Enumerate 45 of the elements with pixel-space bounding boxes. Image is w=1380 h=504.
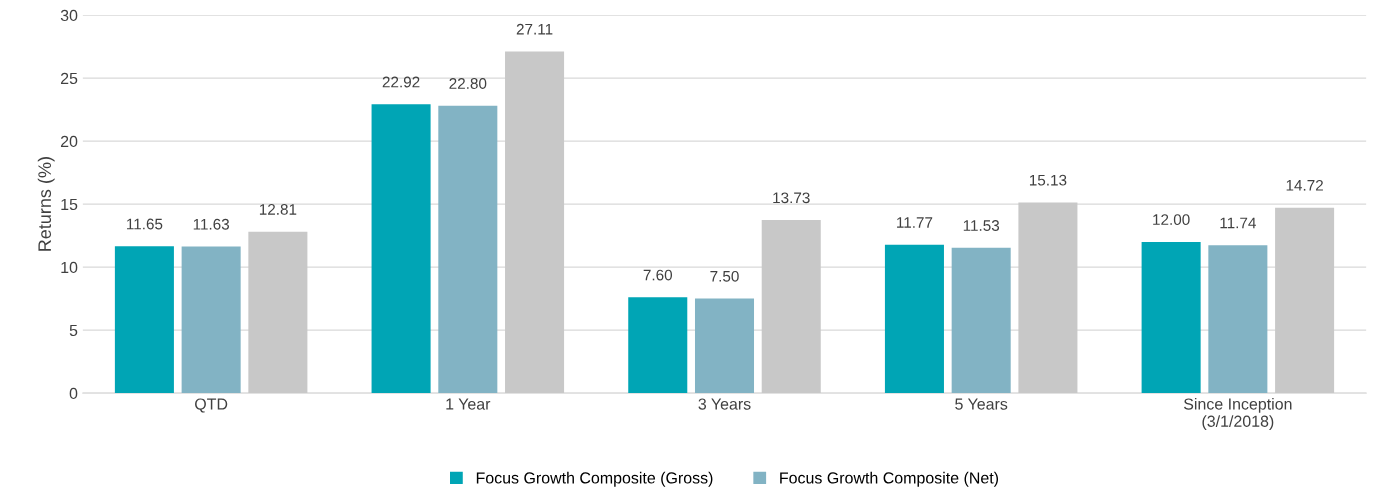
x-tick-label: 5 Years (955, 398, 1008, 410)
bar (761, 220, 821, 394)
data-label: 14.72 (1286, 179, 1323, 191)
bar (884, 244, 944, 394)
bar (628, 297, 688, 394)
bar (951, 247, 1011, 394)
data-label: 11.65 (127, 218, 163, 230)
y-tick-label: 15 (61, 198, 78, 211)
x-tick-label: 1 Year (446, 398, 491, 410)
data-label: 11.53 (963, 220, 1000, 231)
bar (114, 246, 174, 394)
bar (694, 298, 755, 394)
data-label: 15.13 (1029, 174, 1067, 186)
bar (438, 105, 498, 394)
data-label: 12.81 (259, 203, 297, 215)
bar (1208, 245, 1268, 394)
y-tick-label: 5 (69, 324, 78, 337)
bar (1018, 202, 1078, 394)
bar (248, 231, 308, 394)
data-label: 13.73 (773, 192, 810, 204)
x-tick-label: QTD (195, 398, 228, 413)
data-label: 7.50 (710, 270, 739, 282)
x-tick-label: Since Inception (3/1/2018) (1183, 397, 1292, 431)
data-label: 11.63 (193, 218, 230, 230)
legend-label: Focus Growth Composite (Gross) (476, 471, 713, 487)
bar (1275, 207, 1335, 394)
bar (371, 104, 431, 394)
bar (1141, 241, 1201, 394)
bar (181, 246, 241, 394)
data-label: 22.92 (382, 76, 420, 88)
x-tick-label: 3 Years (698, 398, 751, 410)
y-tick-label: 0 (69, 387, 78, 400)
data-label: 11.74 (1220, 217, 1256, 229)
bar (505, 51, 565, 394)
y-tick-label: 25 (60, 72, 78, 85)
data-label: 12.00 (1153, 214, 1190, 226)
data-label: 22.80 (449, 78, 487, 89)
y-tick-label: 30 (60, 9, 78, 22)
y-tick-label: 20 (60, 135, 78, 148)
y-axis-title: Returns (%) (37, 157, 55, 251)
data-label: 27.11 (516, 23, 553, 35)
y-tick-label: 10 (61, 261, 78, 274)
legend-label: Focus Growth Composite (Net) (780, 471, 999, 487)
data-label: 7.60 (643, 269, 673, 281)
data-label: 11.77 (897, 217, 933, 228)
